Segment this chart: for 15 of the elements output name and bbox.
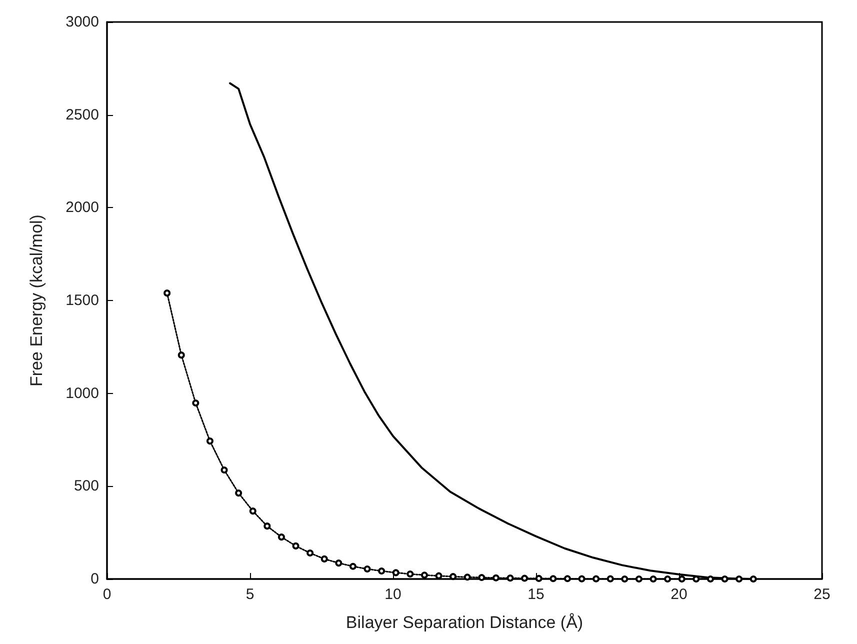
x-tick-label: 20 (670, 586, 688, 603)
y-tick-label: 3000 (66, 14, 99, 30)
x-axis-title: Bilayer Separation Distance (Å) (346, 613, 584, 632)
x-tick-label: 5 (246, 586, 254, 603)
y-tick-label: 2500 (66, 106, 99, 124)
x-tick-label: 0 (102, 586, 112, 603)
y-tick-label: 0 (90, 570, 99, 588)
y-tick-label: 1500 (66, 292, 99, 309)
x-tick-label: 15 (528, 586, 544, 603)
x-tick-label: 25 (814, 586, 830, 603)
y-tick-label: 2000 (66, 199, 99, 216)
y-tick-label: 1000 (66, 384, 99, 402)
y-tick-label: 500 (74, 478, 99, 495)
y-axis-title: Free Energy (kcal/mol) (27, 214, 46, 386)
x-tick-label: 10 (384, 586, 402, 603)
